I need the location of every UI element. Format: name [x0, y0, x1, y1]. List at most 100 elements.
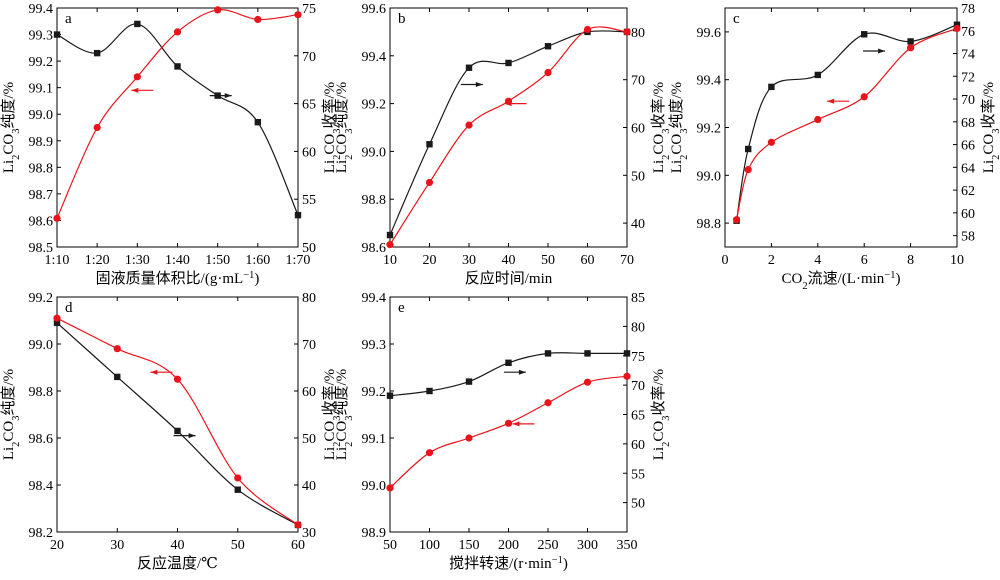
black-axis-arrow — [503, 369, 526, 375]
black-axis-arrow — [863, 48, 886, 54]
x-tick-label: 30 — [110, 538, 124, 553]
data-point-circle — [93, 123, 101, 132]
y-left-tick-label: 99.4 — [29, 2, 54, 17]
red-axis-arrow — [827, 98, 850, 104]
x-tick-label: 1:40 — [165, 253, 190, 268]
data-point-circle — [860, 93, 868, 101]
data-point-circle — [814, 115, 822, 124]
black-axis-arrow — [173, 433, 196, 439]
series-black-line — [390, 352, 627, 397]
y-right-tick-label: 66 — [961, 139, 975, 154]
y-right-tick-label: 50 — [631, 169, 645, 184]
y-right-tick-label: 80 — [631, 320, 645, 335]
series-black-line — [57, 322, 298, 526]
data-point-square — [426, 141, 433, 148]
x-tick-label: 40 — [502, 253, 516, 268]
data-point-circle — [544, 68, 552, 77]
x-tick-label: 70 — [620, 253, 634, 268]
data-point-square — [254, 118, 262, 126]
data-point-circle — [53, 314, 61, 322]
x-axis-label: 反应温度/℃ — [137, 554, 218, 572]
data-point-square — [505, 359, 512, 366]
series-black-line — [57, 23, 298, 216]
panel-e-frame — [389, 296, 628, 533]
data-point-square — [814, 71, 821, 79]
data-point-circle — [465, 434, 473, 442]
series-red-line — [390, 26, 627, 245]
data-point-square — [465, 64, 473, 71]
y-left-tick-label: 98.8 — [362, 193, 387, 208]
y-left-tick-label: 99.1 — [29, 82, 54, 97]
y-right-tick-label: 60 — [302, 145, 316, 160]
y-left-tick-label: 98.8 — [29, 161, 54, 176]
series-red-line — [390, 375, 627, 489]
y-left-axis-label: Li2CO3纯度/% — [0, 82, 22, 173]
data-point-circle — [386, 484, 394, 492]
y-left-tick-label: 99.2 — [362, 385, 387, 400]
data-point-square — [544, 350, 552, 357]
black-axis-arrow — [460, 81, 483, 87]
data-point-square — [584, 350, 591, 357]
data-point-circle — [425, 449, 434, 457]
y-right-axis-label: Li2CO3收率/% — [650, 369, 672, 460]
data-point-square — [907, 38, 914, 45]
data-point-circle — [173, 28, 182, 36]
x-axis-label: CO2流速/(L·min−1) — [782, 270, 901, 292]
y-right-tick-label: 80 — [302, 291, 316, 306]
x-tick-label: 150 — [459, 538, 480, 553]
x-tick-label: 0 — [722, 253, 729, 268]
x-tick-label: 1:70 — [286, 253, 311, 268]
x-tick-label: 20 — [423, 253, 437, 268]
black-axis-arrow — [209, 93, 232, 99]
series-red-line — [736, 27, 957, 220]
y-left-tick-label: 98.6 — [362, 241, 387, 256]
y-right-tick-label: 68 — [961, 116, 975, 131]
y-right-tick-label: 30 — [302, 526, 316, 541]
data-point-square — [465, 378, 473, 385]
data-point-square — [174, 427, 181, 435]
data-point-circle — [544, 399, 552, 407]
y-left-tick-label: 98.8 — [29, 385, 54, 400]
y-right-tick-label: 60 — [631, 122, 645, 137]
data-point-square — [174, 63, 181, 70]
data-point-circle — [425, 178, 434, 187]
x-tick-label: 250 — [538, 538, 559, 553]
y-right-tick-label: 65 — [302, 98, 316, 113]
panel-e: 50 100 150 200 250 300 350 98.9 99.0 99.1 99.2 99.3… — [333, 291, 672, 572]
x-tick-label: 2 — [768, 253, 775, 268]
data-point-square — [114, 373, 121, 381]
x-axis-label: 反应时间/min — [465, 269, 553, 287]
data-point-square — [386, 392, 394, 399]
series-red-line — [57, 9, 298, 219]
data-point-circle — [214, 6, 222, 14]
y-right-tick-label: 75 — [631, 350, 645, 365]
y-left-tick-label: 99.4 — [697, 74, 722, 89]
y-left-tick-label: 98.9 — [29, 135, 54, 150]
y-left-tick-label: 98.6 — [29, 432, 54, 447]
data-point-square — [768, 83, 775, 91]
data-point-square — [134, 20, 141, 28]
y-left-axis-label: Li2CO3纯度/% — [668, 82, 690, 173]
y-right-tick-label: 50 — [302, 241, 316, 256]
panel-label: a — [65, 11, 72, 27]
x-tick-label: 50 — [383, 538, 397, 553]
data-point-square — [623, 350, 631, 357]
y-right-tick-label: 60 — [961, 207, 975, 222]
y-right-tick-label: 74 — [961, 48, 975, 63]
data-point-circle — [953, 24, 961, 33]
y-left-tick-label: 99.4 — [362, 50, 387, 65]
data-point-circle — [465, 121, 473, 129]
y-left-tick-label: 98.2 — [29, 526, 54, 541]
x-tick-label: 60 — [581, 253, 595, 268]
data-point-square — [53, 31, 61, 38]
data-point-circle — [294, 521, 302, 529]
y-left-tick-label: 99.4 — [362, 291, 387, 306]
data-point-circle — [623, 28, 631, 36]
x-tick-label: 50 — [231, 538, 245, 553]
y-left-tick-label: 99.2 — [362, 98, 387, 113]
y-left-tick-label: 99.3 — [362, 338, 387, 353]
panel-label: d — [65, 300, 73, 316]
y-right-tick-label: 70 — [631, 379, 645, 394]
x-tick-label: 100 — [419, 538, 440, 553]
